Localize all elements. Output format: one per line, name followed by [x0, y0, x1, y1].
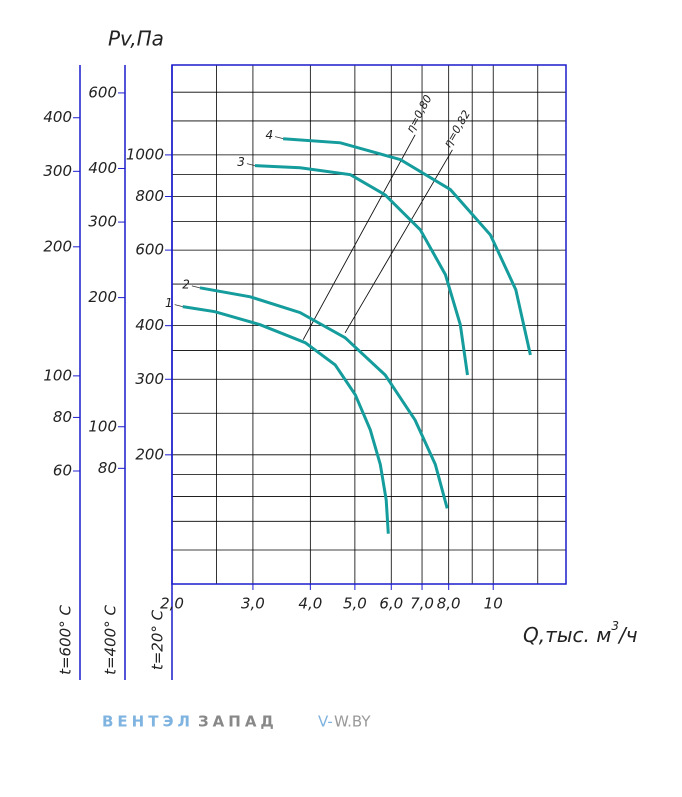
temperature-tick-label: 300 [43, 162, 72, 180]
temperature-tick-label: 80 [53, 408, 72, 426]
y-tick-label: 200 [135, 445, 164, 463]
temperature-axis-label: t=600° C [57, 605, 75, 675]
y-tick-label: 400 [135, 316, 164, 334]
efficiency-label: η=0,82 [441, 108, 473, 150]
plot-frame [171, 64, 567, 585]
y-tick-label: 300 [135, 370, 164, 388]
brand-a: ВЕНТЭЛ [102, 713, 194, 731]
temperature-tick-label: 400 [43, 108, 72, 126]
efficiency-line [302, 134, 416, 340]
curve-label: 2 [182, 277, 190, 291]
temperature-tick-label: 600 [88, 83, 117, 101]
curve [199, 286, 449, 509]
y-tick-label: 600 [135, 241, 164, 259]
efficiency-label: η=0,80 [404, 93, 435, 135]
y-tick-label: 800 [135, 187, 164, 205]
curve-label: 1 [165, 296, 173, 310]
x-tick-label: 4,0 [298, 595, 322, 613]
x-axis-title-main: Q,тыс. м [523, 623, 611, 647]
curve [254, 164, 469, 376]
y-axis-title: Pv,Па [108, 27, 164, 51]
temperature-tick-label: 300 [88, 213, 117, 231]
temperature-axis-label: t=400° C [102, 605, 120, 675]
site-b: W.BY [334, 713, 371, 731]
curve-leader [275, 136, 284, 140]
efficiency-line [344, 149, 453, 334]
temperature-tick-label: 400 [88, 159, 117, 177]
curve-leader [246, 163, 256, 167]
curve-label: 3 [237, 155, 245, 169]
x-axis-title-end: /ч [617, 623, 638, 647]
curve [182, 305, 390, 534]
x-tick-label: 3,0 [241, 595, 265, 613]
temperature-tick-label: 200 [43, 237, 72, 255]
curve-leader [191, 285, 200, 289]
x-axis-title: Q,тыс. м3/ч [523, 619, 638, 647]
temperature-tick-label: 100 [88, 417, 117, 435]
temperature-tick-label: 100 [43, 366, 72, 384]
curve-leader [174, 304, 183, 308]
x-tick-label: 5,0 [343, 595, 367, 613]
y-tick-label: 1000 [126, 145, 164, 163]
site-a: V- [318, 713, 333, 731]
x-tick-label: 10 [484, 595, 503, 613]
x-axis-title-sup: 3 [611, 619, 619, 633]
brand-b: ЗАПАД [198, 713, 278, 731]
y-axis-label: t=20° C [149, 609, 167, 670]
x-tick-label: 6,0 [379, 595, 403, 613]
x-tick-label: 8,0 [437, 595, 461, 613]
curve [282, 137, 532, 356]
x-tick-label: 7,0 [410, 595, 434, 613]
temperature-tick-label: 60 [53, 461, 72, 479]
x-tick-label: 2,0 [160, 595, 184, 613]
temperature-tick-label: 80 [98, 459, 117, 477]
curve-label: 4 [265, 128, 273, 142]
temperature-tick-label: 200 [88, 288, 117, 306]
